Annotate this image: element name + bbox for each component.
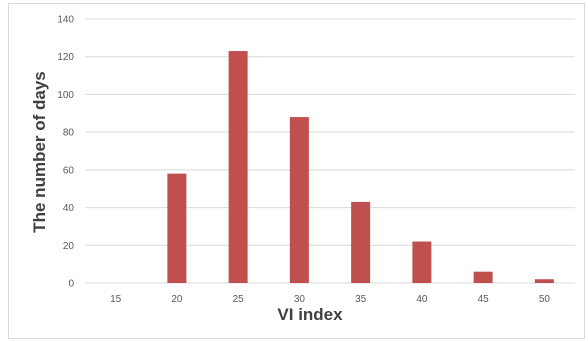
x-axis-title: VI index bbox=[277, 305, 343, 324]
x-tick-label: 30 bbox=[294, 294, 306, 305]
x-tick-label: 25 bbox=[233, 294, 245, 305]
gridlines bbox=[85, 18, 575, 284]
y-tick-label: 140 bbox=[57, 15, 74, 26]
x-tick-label: 40 bbox=[416, 294, 428, 305]
x-tick-label: 15 bbox=[110, 294, 122, 305]
bar-25 bbox=[228, 51, 248, 283]
bar-45 bbox=[473, 271, 493, 283]
y-tick-label: 100 bbox=[57, 90, 74, 101]
y-tick-label: 20 bbox=[63, 241, 75, 252]
x-tick-labels: 15 20 25 30 35 40 45 50 bbox=[110, 294, 550, 305]
x-tick-label: 50 bbox=[539, 294, 551, 305]
x-tick-label: 45 bbox=[478, 294, 490, 305]
x-tick-label: 35 bbox=[355, 294, 367, 305]
bar-40 bbox=[412, 241, 432, 283]
bar-30 bbox=[289, 117, 309, 283]
bars bbox=[167, 51, 554, 283]
y-tick-labels: 0 20 40 60 80 100 120 140 bbox=[57, 15, 74, 290]
y-tick-label: 40 bbox=[63, 203, 75, 214]
y-tick-label: 120 bbox=[57, 52, 74, 63]
bar-35 bbox=[351, 201, 371, 283]
y-tick-label: 0 bbox=[68, 279, 74, 290]
y-tick-label: 60 bbox=[63, 165, 75, 176]
bar-50 bbox=[534, 279, 554, 283]
bar-20 bbox=[167, 173, 187, 283]
y-tick-label: 80 bbox=[63, 128, 75, 139]
y-axis-title: The number of days bbox=[30, 71, 49, 233]
x-tick-label: 20 bbox=[171, 294, 183, 305]
